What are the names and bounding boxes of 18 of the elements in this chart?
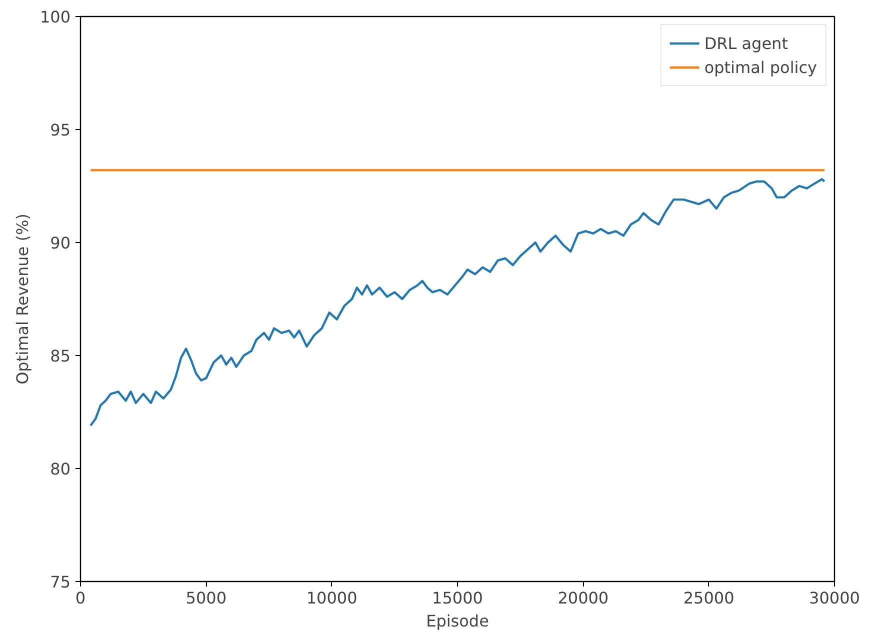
legend-label: optimal policy xyxy=(704,58,817,76)
line-series xyxy=(89,178,826,427)
y-tick-label: 100 xyxy=(40,8,71,26)
x-tick-label: 15000 xyxy=(432,588,483,608)
y-tick-label: 85 xyxy=(50,346,70,366)
y-tick-label: 90 xyxy=(50,234,70,252)
y-tick-label: 80 xyxy=(50,460,70,478)
x-tick-label: 30000 xyxy=(809,588,860,608)
x-tick-label: 25000 xyxy=(683,588,734,608)
x-tick-label: 20000 xyxy=(558,588,609,608)
y-tick-label: 95 xyxy=(50,120,70,140)
legend-label: DRL agent xyxy=(704,34,788,52)
x-tick-label: 10000 xyxy=(306,588,358,608)
y-axis-title: Optimal Revenue (%) xyxy=(12,214,32,384)
y-tick-label: 75 xyxy=(50,572,70,592)
x-tick-label: 0 xyxy=(75,588,86,608)
x-axis-title: Episode xyxy=(426,612,489,630)
x-tick-label: 5000 xyxy=(186,588,227,608)
